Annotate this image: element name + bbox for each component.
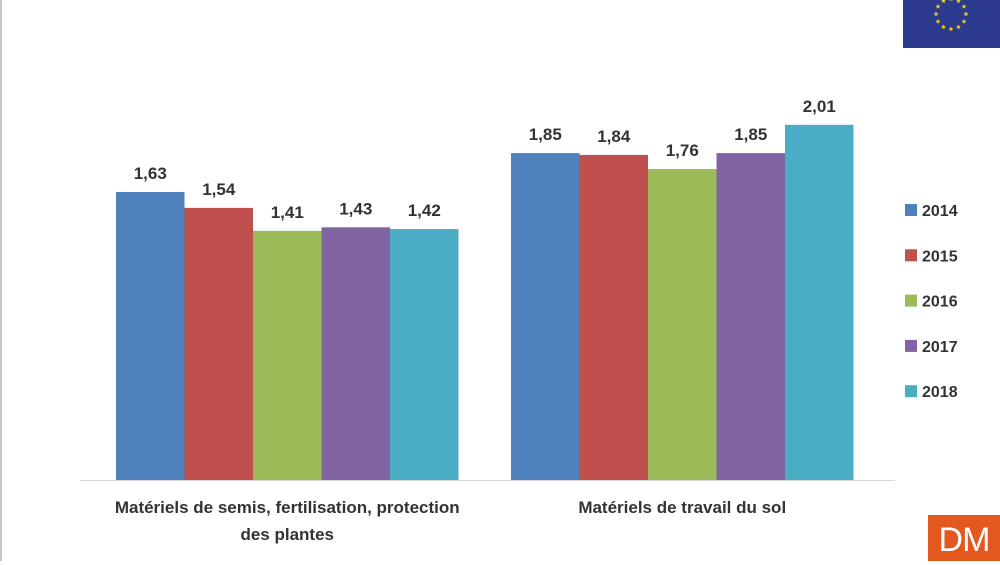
- value-label-2016-cat1: 1,41: [271, 203, 304, 222]
- eu-star-icon: [941, 0, 946, 4]
- eu-star-icon: [963, 11, 969, 17]
- legend-swatch-2015: [905, 249, 917, 262]
- eu-star-icon: [956, 0, 961, 4]
- legend-label-2018: 2018: [922, 384, 958, 401]
- eu-star-icon: [935, 3, 941, 9]
- value-label-2014-cat1: 1,63: [134, 164, 167, 183]
- bar-2017-cat1: [321, 227, 390, 480]
- legend-swatch-2014: [905, 204, 917, 216]
- eu-flag-logo: [903, 0, 1000, 48]
- value-label-2015-cat2: 1,84: [597, 127, 631, 146]
- bar-2017-cat2: [716, 153, 785, 481]
- category-label-2-line1: Matériels de travail du sol: [578, 498, 786, 517]
- slide-left-border: [0, 0, 2, 561]
- bar-2018-cat1: [390, 229, 459, 480]
- eu-star-icon: [935, 18, 941, 24]
- eu-star-icon: [961, 18, 967, 24]
- value-label-2014-cat2: 1,85: [529, 125, 562, 144]
- legend-label-2015: 2015: [922, 248, 958, 265]
- legend-swatch-2017: [905, 339, 917, 352]
- eu-flag-stars: [933, 0, 969, 32]
- legend: 2014 2015 2016 2017 2018: [905, 203, 958, 401]
- bar-2016-cat1: [253, 230, 322, 480]
- legend-swatch-2016: [905, 294, 917, 307]
- legend-swatch-2018: [905, 385, 917, 398]
- eu-star-icon: [948, 26, 954, 32]
- value-label-2017-cat2: 1,85: [734, 125, 767, 144]
- bar-group: [116, 124, 854, 481]
- legend-label-2016: 2016: [922, 294, 958, 311]
- value-label-group: 1,63 1,54 1,41 1,43 1,42 1,85 1,84 1,76 1,85 2,01: [134, 97, 836, 222]
- eu-star-icon: [933, 11, 939, 17]
- value-label-2018-cat1: 1,42: [408, 201, 441, 220]
- eu-star-icon: [961, 3, 967, 9]
- eu-star-icon: [956, 24, 961, 30]
- eu-star-icon: [949, 0, 953, 2]
- bar-2014-cat2: [511, 153, 580, 481]
- bar-2018-cat2: [785, 124, 854, 480]
- legend-label-2014: 2014: [922, 203, 958, 220]
- value-label-2018-cat2: 2,01: [803, 97, 836, 116]
- dm-logo: DM: [928, 515, 1000, 561]
- category-label-group: Matériels de semis, fertilisation, prote…: [115, 498, 786, 544]
- category-label-1-line1: Matériels de semis, fertilisation, prote…: [115, 498, 460, 517]
- bar-2015-cat1: [184, 207, 253, 480]
- category-label-1-line2: des plantes: [240, 525, 334, 544]
- value-label-2015-cat1: 1,54: [202, 180, 236, 199]
- value-label-2017-cat1: 1,43: [339, 199, 372, 218]
- eu-star-icon: [941, 24, 946, 30]
- value-label-2016-cat2: 1,76: [666, 141, 699, 160]
- bar-2016-cat2: [648, 169, 717, 480]
- bar-2014-cat1: [116, 191, 185, 480]
- bar-2015-cat2: [579, 154, 648, 480]
- legend-label-2017: 2017: [922, 339, 958, 356]
